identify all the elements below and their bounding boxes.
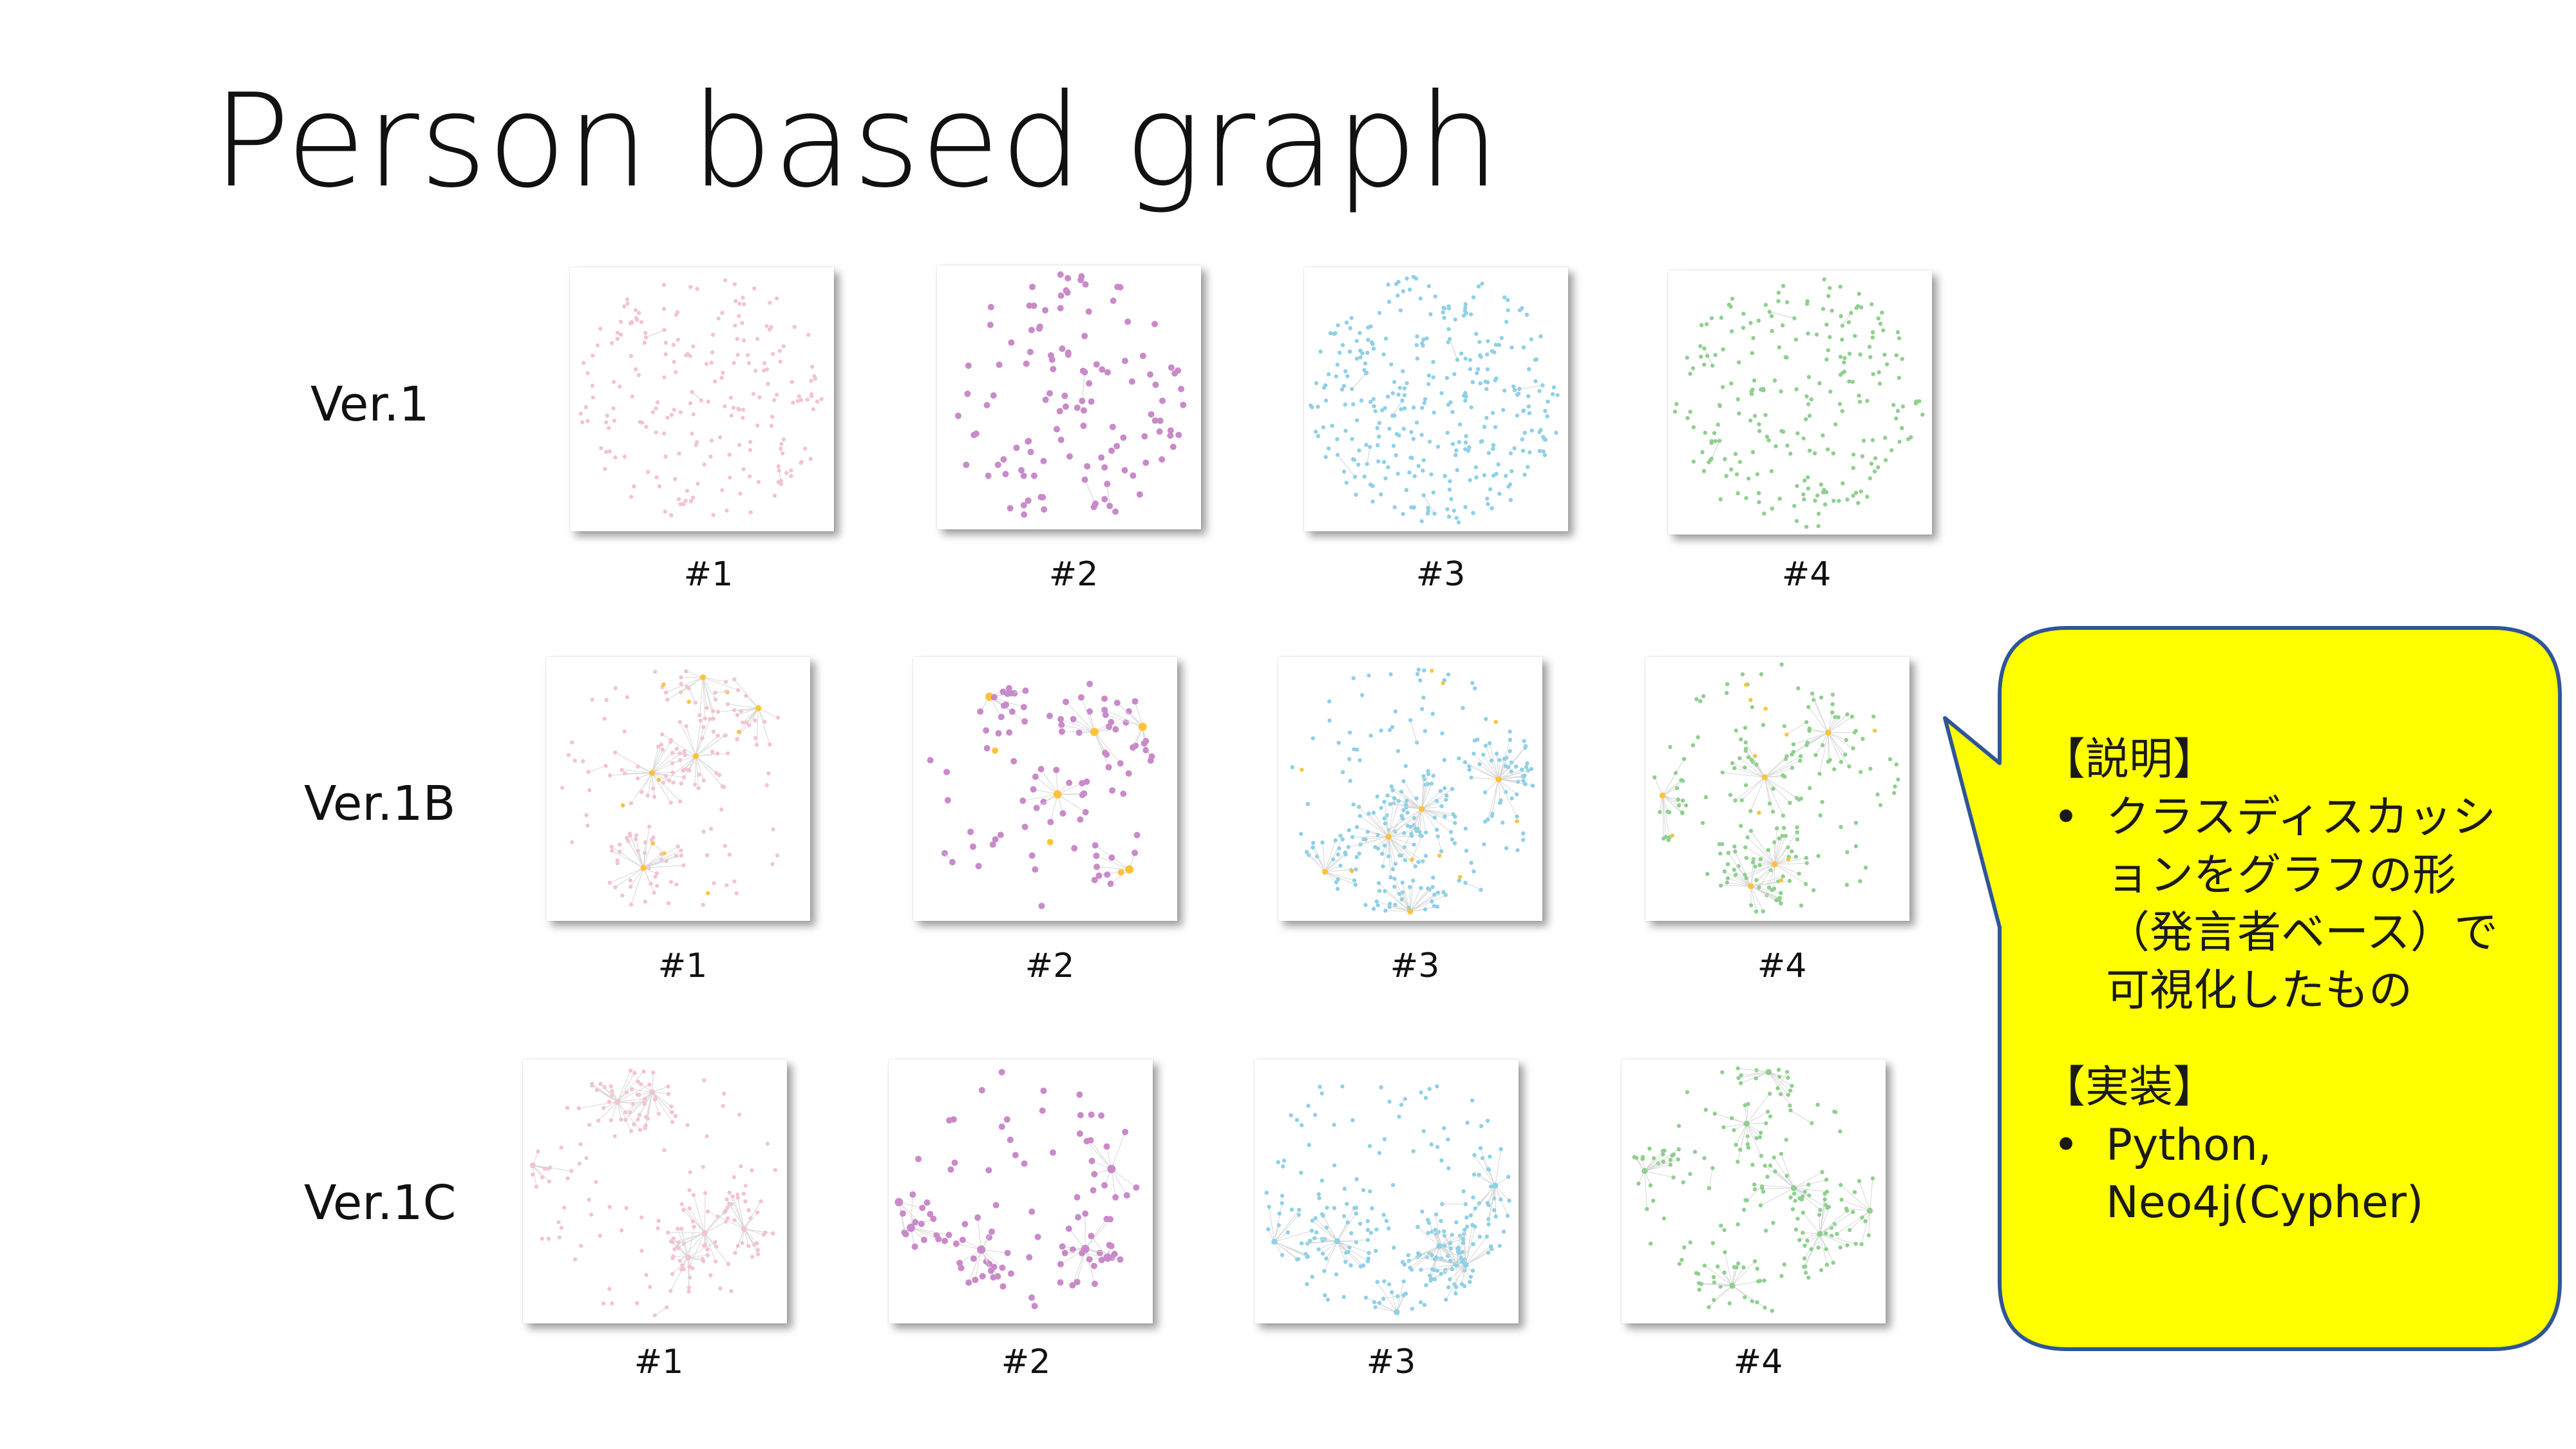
bullet-dot: • xyxy=(2053,1119,2079,1171)
row-label-ver1: Ver.1 xyxy=(310,377,430,432)
graph-thumbnail-ver1b-3 xyxy=(1278,657,1542,921)
speech-bubble-shape xyxy=(1943,626,2562,1351)
graph-thumbnail-ver1c-1 xyxy=(523,1059,787,1323)
graph-thumbnail-ver1c-4 xyxy=(1622,1059,1886,1323)
caption-ver1b-4: #4 xyxy=(1757,947,1807,985)
caption-ver1b-2: #2 xyxy=(1025,947,1075,985)
row-label-ver1c: Ver.1C xyxy=(304,1175,457,1231)
graph-thumbnail-ver1-3 xyxy=(1304,267,1568,531)
graph-thumbnail-ver1-2 xyxy=(937,265,1201,529)
caption-ver1-2: #2 xyxy=(1048,555,1099,594)
graph-thumbnail-ver1b-4 xyxy=(1645,657,1909,921)
callout-text: 【説明】 • クラスディスカッションをグラフの形（発言者ベース）で可視化したもの … xyxy=(2041,731,2505,1232)
bullet-dot: • xyxy=(2053,791,2079,843)
caption-ver1c-2: #2 xyxy=(1001,1343,1051,1381)
caption-ver1b-1: #1 xyxy=(658,947,708,985)
caption-ver1c-4: #4 xyxy=(1733,1343,1783,1381)
callout-heading-implementation: 【実装】 xyxy=(2041,1061,2217,1113)
callout-bullet-implementation: • Python, Neo4j(Cypher) xyxy=(2041,1117,2505,1233)
graph-thumbnail-ver1b-2 xyxy=(913,657,1177,921)
caption-ver1-1: #1 xyxy=(683,555,734,594)
graph-thumbnail-ver1b-1 xyxy=(546,657,810,921)
caption-ver1-4: #4 xyxy=(1781,555,1832,594)
caption-ver1-3: #3 xyxy=(1416,555,1466,594)
graph-thumbnail-ver1-4 xyxy=(1668,270,1932,535)
slide-title: Person based graph xyxy=(213,66,1501,216)
callout-bullet-description: • クラスディスカッションをグラフの形（発言者ベース）で可視化したもの xyxy=(2041,789,2505,1020)
caption-ver1b-3: #3 xyxy=(1390,947,1440,985)
callout-bullet-implementation-text: Python, Neo4j(Cypher) xyxy=(2106,1119,2424,1229)
callout-bullet-description-text: クラスディスカッションをグラフの形（発言者ベース）で可視化したもの xyxy=(2106,791,2498,1016)
graph-thumbnail-ver1-1 xyxy=(570,267,834,531)
caption-ver1c-3: #3 xyxy=(1366,1343,1416,1381)
graph-thumbnail-ver1c-3 xyxy=(1255,1059,1519,1323)
caption-ver1c-1: #1 xyxy=(634,1343,684,1381)
callout-heading-description: 【説明】 xyxy=(2041,734,2217,785)
row-label-ver1b: Ver.1B xyxy=(304,776,456,831)
graph-thumbnail-ver1c-2 xyxy=(889,1059,1153,1323)
